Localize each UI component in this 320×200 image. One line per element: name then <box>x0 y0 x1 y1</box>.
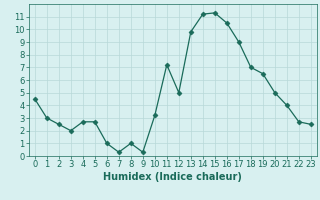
X-axis label: Humidex (Indice chaleur): Humidex (Indice chaleur) <box>103 172 242 182</box>
